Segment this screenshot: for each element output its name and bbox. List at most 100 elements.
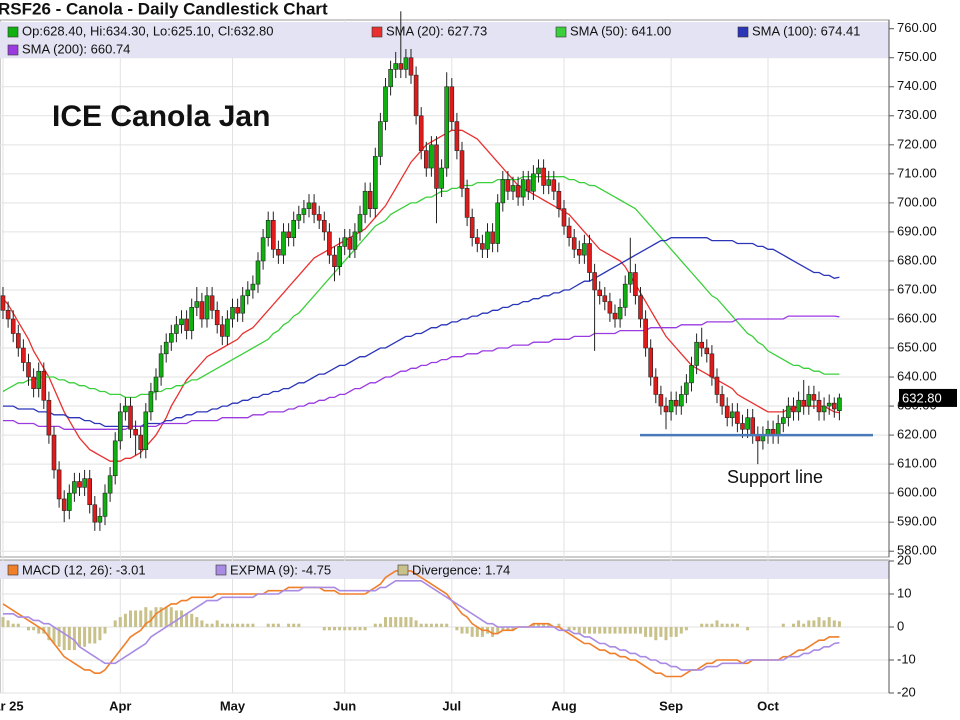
candle-body [265,219,271,239]
y-tick-label: 590.00 [897,514,937,529]
candle-body [587,243,592,273]
candle-body [235,307,240,314]
divergence-bar [174,610,178,627]
divergence-bar [62,627,66,651]
candle-body [561,208,567,227]
divergence-bar [27,627,30,631]
candle-body [82,478,87,488]
candle-body [597,289,603,297]
divergence-bar [399,617,403,627]
legend-label: SMA (100): 674.41 [752,23,860,38]
candle-body [801,399,807,407]
candle-body [138,434,143,450]
candle-body [245,289,251,297]
divergence-bar [215,620,219,627]
divergence-bar [67,627,71,651]
last-value-label: 632.80 [902,390,942,405]
divergence-bar [409,617,413,627]
candle-body [408,57,414,76]
candle-body [87,478,92,506]
candle-body [10,318,16,334]
divergence-bar [817,617,821,627]
candle-body [112,440,118,477]
candle-body [276,249,281,256]
divergence-bar [429,623,433,627]
candle-body [342,237,348,247]
candle-body [495,202,501,244]
divergence-bar [251,623,255,627]
candle-body [505,179,511,192]
divergence-bar [333,627,336,631]
divergence-bar [353,627,357,631]
candle-body [209,295,215,311]
sma-line [2,176,840,399]
y-tick-label: 710.00 [897,165,937,180]
divergence-bar [465,627,469,634]
candle-body [169,333,174,343]
divergence-bar [827,617,831,627]
y-tick-label: 640.00 [897,368,937,383]
candle-body [525,179,531,192]
candle-body [704,347,710,355]
candle-body [388,69,393,88]
divergence-bar [83,627,87,647]
candle-body [648,347,654,378]
candle-body [240,295,245,314]
divergence-bar [205,623,209,627]
divergence-bar [384,617,387,627]
divergence-bar [588,627,591,634]
candle-body [627,272,633,285]
divergence-bar [537,623,540,627]
divergence-bar [11,623,15,627]
legend-label: MACD (12, 26): -3.01 [22,562,146,577]
candle-body [775,423,781,436]
y-tick-label: 10 [897,585,911,600]
y-tick-label: 730.00 [897,107,937,122]
candle-body [270,219,276,250]
legend-ohlc: Op:628.40, Hi:634.30, Lo:625.10, Cl:632.… [22,23,274,38]
candle-body [714,376,720,395]
divergence-bar [445,623,449,627]
candle-body [301,208,307,215]
divergence-bar [797,620,801,627]
candle-body [26,362,31,378]
divergence-bar [47,627,51,641]
candle-body [306,202,312,209]
candle-body [724,405,730,418]
candle-body [673,399,679,407]
candle-body [220,324,225,337]
divergence-bar [149,610,153,627]
annotation: Support line [727,467,823,487]
candle-body [413,74,419,117]
candle-body [67,492,72,511]
candle-body [536,167,541,175]
divergence-bar [52,627,56,644]
candle-body [806,394,812,407]
candle-body [347,237,353,250]
candle-body [515,185,521,198]
legend-swatch [371,26,383,38]
divergence-bar [608,627,612,634]
divergence-bar [623,627,627,634]
candle-body [230,307,235,320]
candle-body [735,411,740,424]
y-tick-label: 720.00 [897,136,937,151]
divergence-bar [200,620,204,627]
divergence-bar [746,627,750,631]
candle-body [485,231,490,250]
candle-body [418,115,424,151]
x-tick-label: Sep [659,698,683,713]
legend-label: Divergence: 1.74 [412,562,510,577]
candle-body [393,63,399,70]
candle-body [153,376,159,392]
divergence-bar [32,627,36,631]
divergence-bar [88,627,92,644]
divergence-bar [180,610,183,627]
divergence-bar [572,627,576,631]
candle-body [61,498,67,511]
legend-swatch [555,26,567,38]
candle-body [668,399,674,413]
candle-body [694,341,699,366]
candle-body [250,283,256,291]
